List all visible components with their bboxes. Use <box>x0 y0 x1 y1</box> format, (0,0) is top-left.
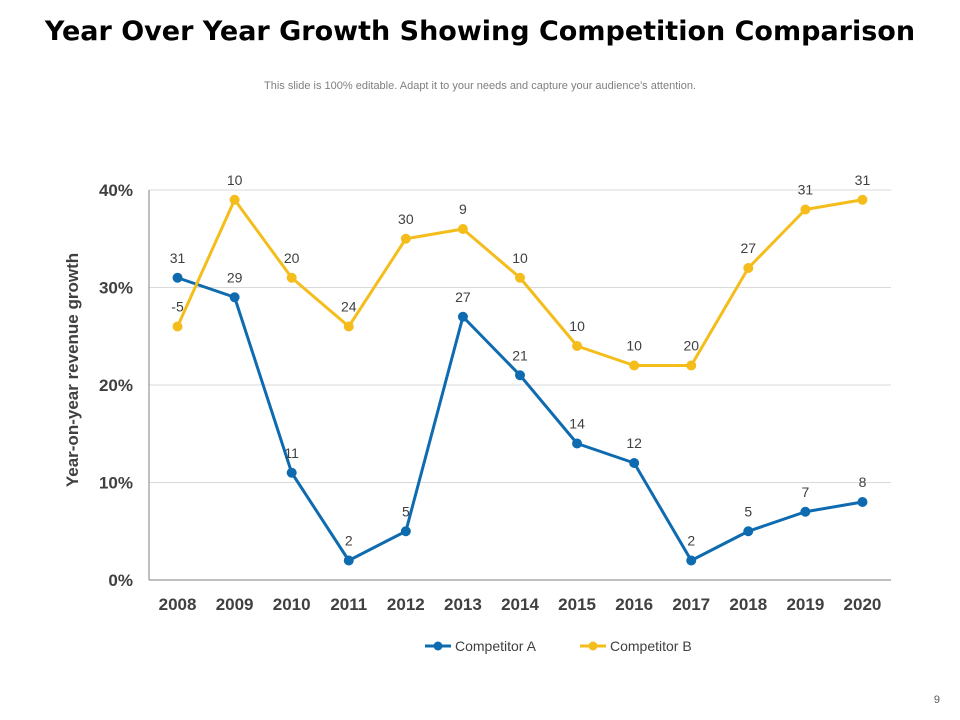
x-tick-label: 2014 <box>501 595 539 614</box>
data-label: 21 <box>512 347 528 363</box>
data-point <box>229 194 240 205</box>
y-tick-label: 40% <box>99 181 133 200</box>
data-point <box>686 360 697 371</box>
data-point <box>400 233 411 244</box>
data-label: 14 <box>569 416 585 432</box>
data-point <box>800 204 811 215</box>
data-point <box>572 341 583 351</box>
data-point <box>629 458 640 468</box>
data-label: 30 <box>398 211 414 227</box>
x-tick-label: 2011 <box>330 595 367 614</box>
data-label: 2 <box>687 533 695 549</box>
y-axis-label: Year-on-year revenue growth <box>63 253 82 487</box>
data-point <box>800 506 811 517</box>
data-label: 7 <box>801 484 809 500</box>
data-label: 11 <box>284 445 299 461</box>
data-label: 31 <box>855 172 871 188</box>
x-tick-label: 2012 <box>387 595 425 614</box>
x-tick-label: 2008 <box>159 595 197 614</box>
data-point <box>343 555 354 566</box>
data-point <box>743 263 754 273</box>
data-label: 31 <box>170 250 186 266</box>
data-point <box>229 292 240 303</box>
data-label: 20 <box>284 250 300 266</box>
data-label: 10 <box>512 250 528 266</box>
data-label: 12 <box>626 435 642 451</box>
data-point <box>686 555 697 566</box>
data-point <box>457 311 468 322</box>
data-label: 8 <box>859 474 867 490</box>
legend-label: Competitor B <box>610 638 692 654</box>
data-point <box>515 370 525 381</box>
data-label: 29 <box>227 269 243 285</box>
x-tick-label: 2016 <box>615 595 653 614</box>
y-tick-label: 20% <box>99 376 133 395</box>
data-label: 5 <box>744 503 752 519</box>
data-label: 2 <box>345 533 353 549</box>
data-point <box>286 272 297 283</box>
data-point <box>400 526 411 537</box>
y-tick-label: 30% <box>99 279 133 298</box>
x-tick-label: 2017 <box>672 595 710 614</box>
series-line-competitor-a <box>176 276 864 562</box>
data-point <box>572 438 583 449</box>
legend-swatch-marker <box>588 641 598 651</box>
data-label: 27 <box>455 289 471 305</box>
y-tick-label: 10% <box>99 474 133 493</box>
x-tick-label: 2018 <box>729 595 767 614</box>
slide-title: Year Over Year Growth Showing Competitio… <box>44 16 916 47</box>
data-label: 5 <box>402 503 410 519</box>
x-tick-label: 2013 <box>444 595 482 614</box>
data-point <box>857 497 868 507</box>
data-label: 10 <box>626 338 642 354</box>
legend-swatch-marker <box>433 641 443 651</box>
slide-subtitle: This slide is 100% editable. Adapt it to… <box>264 80 696 92</box>
legend-label: Competitor A <box>455 638 537 654</box>
x-tick-label: 2020 <box>844 595 882 614</box>
x-tick-label: 2019 <box>786 595 824 614</box>
data-point <box>629 360 640 371</box>
x-tick-label: 2010 <box>273 595 311 614</box>
data-label: 10 <box>569 318 585 334</box>
data-point <box>286 467 297 478</box>
data-point <box>743 526 754 537</box>
y-tick-label: 0% <box>108 571 133 590</box>
data-point <box>343 321 354 332</box>
data-label: 27 <box>741 240 757 256</box>
data-label: -5 <box>171 299 184 315</box>
x-tick-label: 2015 <box>558 595 596 614</box>
data-label: 9 <box>459 201 467 217</box>
data-point <box>172 272 183 283</box>
data-point <box>172 321 183 332</box>
data-label: 20 <box>683 338 699 354</box>
data-point <box>857 194 868 205</box>
data-point <box>515 272 525 283</box>
data-label: 31 <box>798 182 814 198</box>
data-point <box>457 224 468 234</box>
x-tick-label: 2009 <box>216 595 254 614</box>
data-label: 10 <box>227 172 243 188</box>
page-number: 9 <box>933 694 940 706</box>
data-label: 24 <box>341 299 357 315</box>
